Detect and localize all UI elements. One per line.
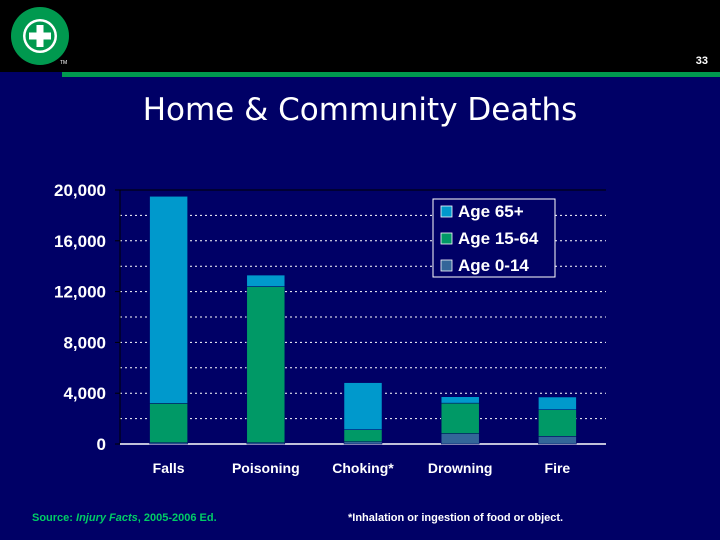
bar-segment xyxy=(538,396,577,410)
y-tick-label: 8,000 xyxy=(63,333,106,352)
x-tick-label: Drowning xyxy=(428,460,493,476)
bar-segment xyxy=(149,403,188,443)
y-tick-label: 16,000 xyxy=(54,232,106,251)
source-prefix: Source: xyxy=(32,512,77,524)
bar-segment xyxy=(538,409,577,437)
bar-segment xyxy=(343,429,383,442)
source-note: Source: Injury Facts, 2005-2006 Ed. xyxy=(32,512,217,524)
legend-label: Age 0-14 xyxy=(458,256,529,275)
legend-swatch xyxy=(440,232,453,245)
legend-label: Age 65+ xyxy=(458,202,524,221)
bar-segment xyxy=(246,274,286,287)
x-tick-label: Choking* xyxy=(332,460,394,476)
source-edition: , 2005-2006 Ed. xyxy=(137,512,217,524)
nsc-logo xyxy=(11,7,69,65)
footnote: *Inhalation or ingestion of food or obje… xyxy=(348,512,564,524)
bar-segment xyxy=(149,196,188,404)
bar-segment xyxy=(440,402,480,434)
bar-segment xyxy=(538,436,577,445)
legend-box xyxy=(432,198,556,278)
legend-label: Age 15-64 xyxy=(458,229,539,248)
y-tick-label: 0 xyxy=(97,435,106,454)
bar-segment xyxy=(343,382,383,430)
x-tick-label: Falls xyxy=(153,460,185,476)
trademark-label: TM xyxy=(60,60,68,66)
slide-title: Home & Community Deaths xyxy=(142,92,578,128)
green-rule xyxy=(62,72,720,77)
x-tick-label: Fire xyxy=(545,460,571,476)
y-tick-label: 4,000 xyxy=(63,384,106,403)
bar-segment xyxy=(440,433,480,445)
top-bar xyxy=(0,0,720,72)
legend-swatch xyxy=(440,205,453,218)
bar-segment xyxy=(246,286,286,443)
y-tick-label: 12,000 xyxy=(54,283,106,302)
bar-segment xyxy=(440,396,480,404)
x-tick-label: Poisoning xyxy=(232,460,300,476)
legend-swatch xyxy=(440,259,453,272)
y-tick-label: 20,000 xyxy=(54,181,106,200)
source-publication: Injury Facts xyxy=(76,512,138,524)
slide-number: 33 xyxy=(695,55,708,67)
bar-segment xyxy=(343,441,383,445)
